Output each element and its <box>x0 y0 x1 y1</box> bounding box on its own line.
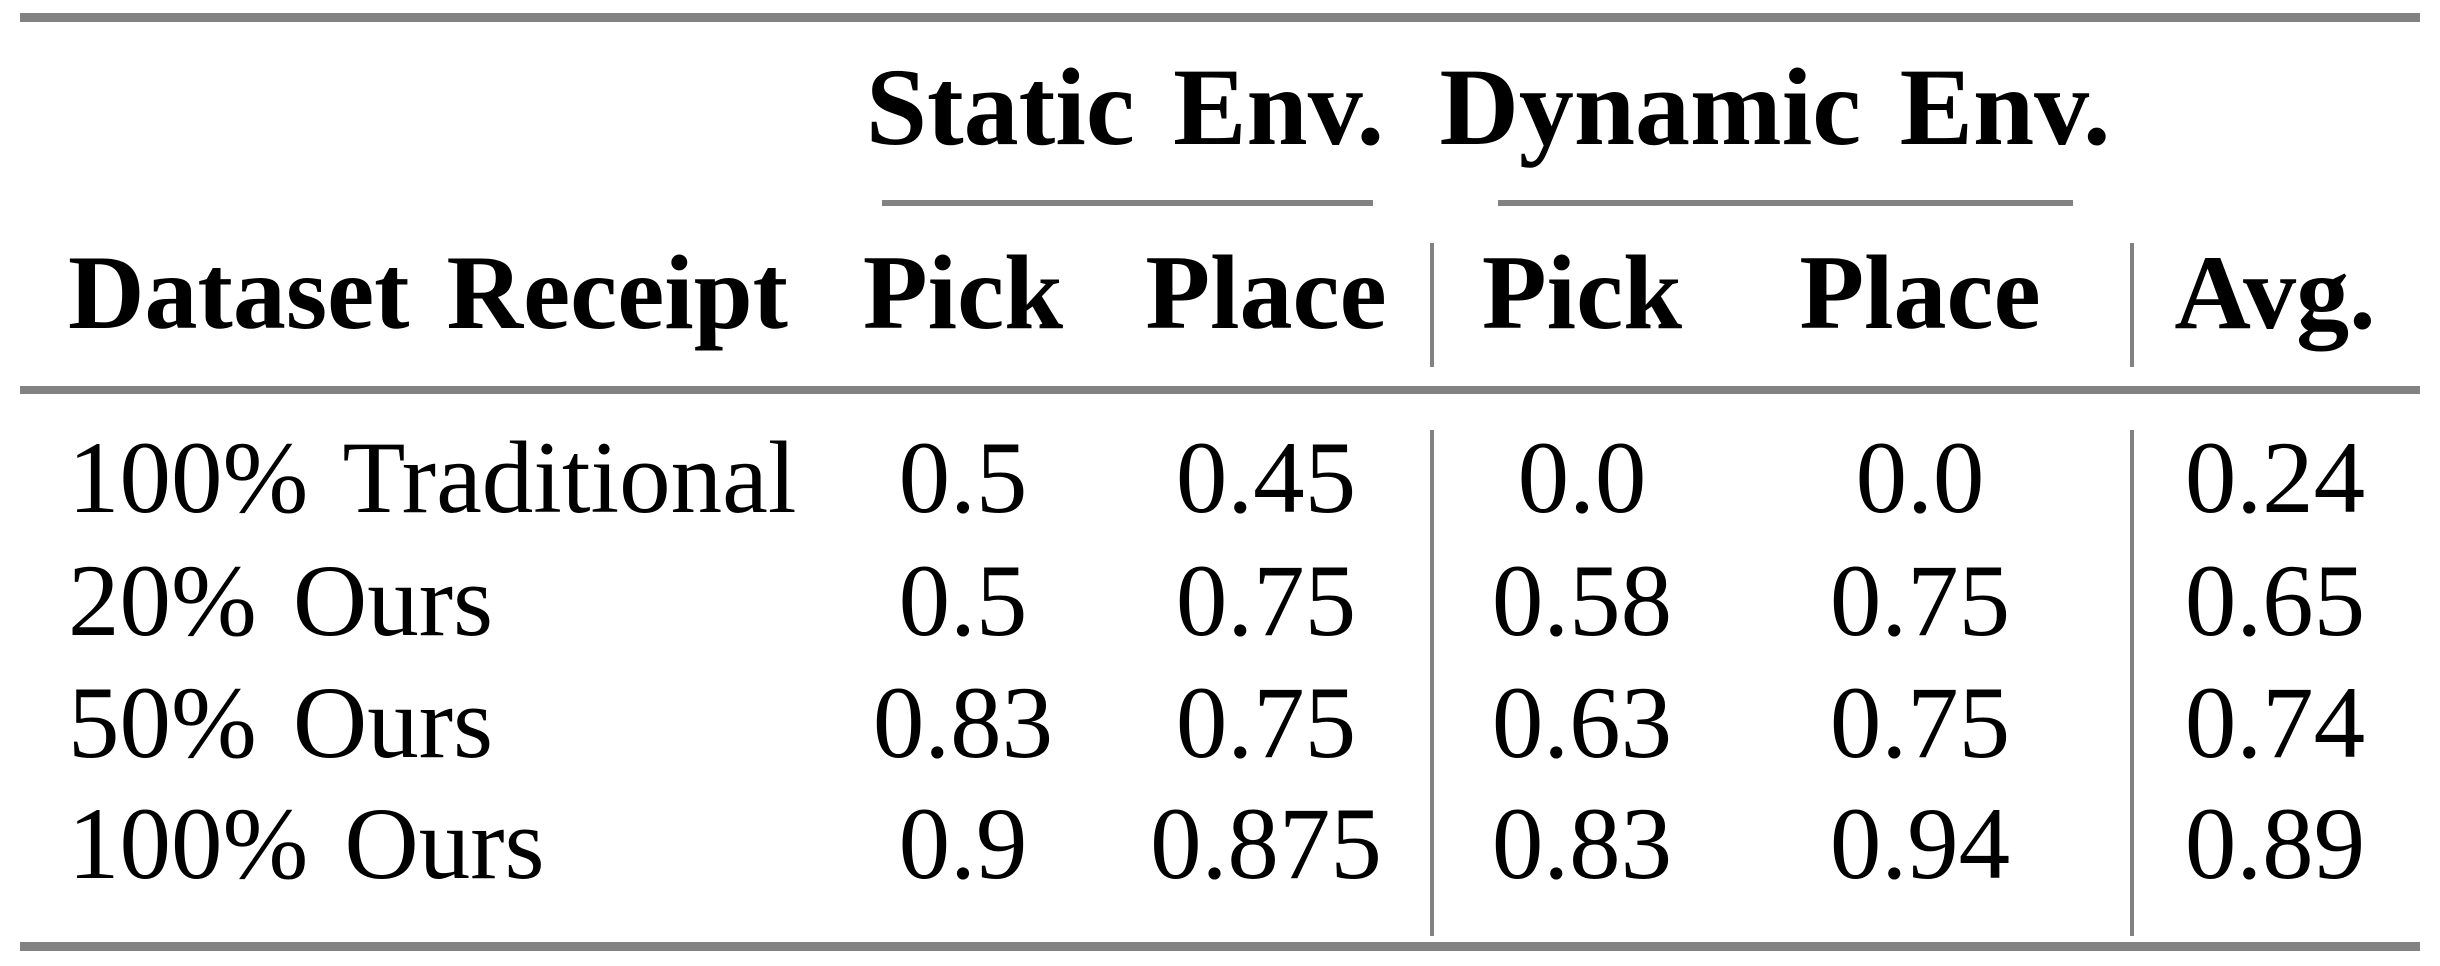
vertical-separator-body-1 <box>1430 430 1434 936</box>
column-header-static-pick: Pick <box>862 234 1064 351</box>
group-header-dynamic-env: Dynamic Env. <box>1439 46 2111 168</box>
row-label: 100% Ours <box>68 787 545 901</box>
table-cell: 0.875 <box>1150 787 1382 901</box>
table-cell: 0.9 <box>898 787 1028 901</box>
bottom-rule <box>20 942 2420 951</box>
table-cell: 0.5 <box>898 544 1028 658</box>
static-env-cmidrule <box>882 200 1373 206</box>
table-cell: 0.83 <box>872 666 1054 780</box>
table-cell: 0.45 <box>1175 421 1357 535</box>
table-cell: 0.75 <box>1175 666 1357 780</box>
row-label: 50% Ours <box>68 666 494 780</box>
table-cell: 0.94 <box>1829 787 2011 901</box>
table-cell: 0.75 <box>1175 544 1357 658</box>
vertical-separator-body-2 <box>2130 430 2134 936</box>
table-cell: 0.24 <box>2184 421 2366 535</box>
table-cell: 0.63 <box>1491 666 1673 780</box>
table-cell: 0.58 <box>1491 544 1673 658</box>
row-label: 100% Traditional <box>68 421 797 535</box>
table-cell: 0.89 <box>2184 787 2366 901</box>
column-header-dynamic-place: Place <box>1799 234 2041 351</box>
table-cell: 0.75 <box>1829 666 2011 780</box>
column-header-dataset-receipt: Dataset Receipt <box>68 234 788 351</box>
table-cell: 0.0 <box>1517 421 1647 535</box>
table-cell: 0.74 <box>2184 666 2366 780</box>
column-header-static-place: Place <box>1145 234 1387 351</box>
column-header-avg: Avg. <box>2174 234 2376 351</box>
row-label: 20% Ours <box>68 544 494 658</box>
group-header-static-env: Static Env. <box>865 46 1385 168</box>
table-cell: 0.5 <box>898 421 1028 535</box>
table-cell: 0.75 <box>1829 544 2011 658</box>
table-cell: 0.65 <box>2184 544 2366 658</box>
top-rule <box>20 13 2420 22</box>
vertical-separator-header-2 <box>2130 243 2134 367</box>
table-cell: 0.0 <box>1855 421 1985 535</box>
vertical-separator-header-1 <box>1430 243 1434 367</box>
table-cell: 0.83 <box>1491 787 1673 901</box>
header-midrule <box>20 386 2420 394</box>
dynamic-env-cmidrule <box>1498 200 2073 206</box>
column-header-dynamic-pick: Pick <box>1481 234 1683 351</box>
